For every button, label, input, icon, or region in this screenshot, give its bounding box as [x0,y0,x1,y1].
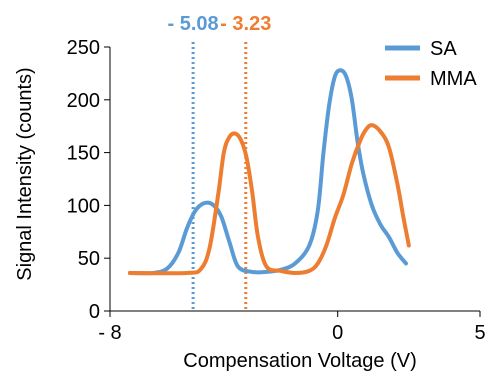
x-tick-label: 5 [474,322,485,344]
mma-marker-label: - 3.23 [220,13,271,35]
x-axis-label: Compensation Voltage (V) [183,350,416,372]
axes [104,46,481,317]
y-tick-label: 250 [67,37,100,59]
x-tick-label: - 8 [98,322,121,344]
y-tick-label: 150 [67,143,100,165]
y-tick-label: 50 [78,248,100,270]
series-group [127,68,411,276]
legend-label-mma: MMA [430,68,477,90]
y-tick-labels: 0 50 100 150 200 250 [67,37,100,323]
legend-label-sa: SA [430,38,457,60]
x-tick-labels: - 8 0 5 [98,322,485,344]
x-tick-label: 0 [332,322,343,344]
y-tick-label: 0 [89,301,100,323]
y-axis-label: Signal Intensity (counts) [14,67,36,280]
series-line-sa [127,68,408,276]
y-tick-label: 100 [67,195,100,217]
legend: SA MMA [385,38,477,90]
y-tick-label: 200 [67,90,100,112]
series-line-mma [127,123,411,276]
sa-marker-label: - 5.08 [168,13,219,35]
annotations: - 5.08- 3.23 [168,13,271,311]
